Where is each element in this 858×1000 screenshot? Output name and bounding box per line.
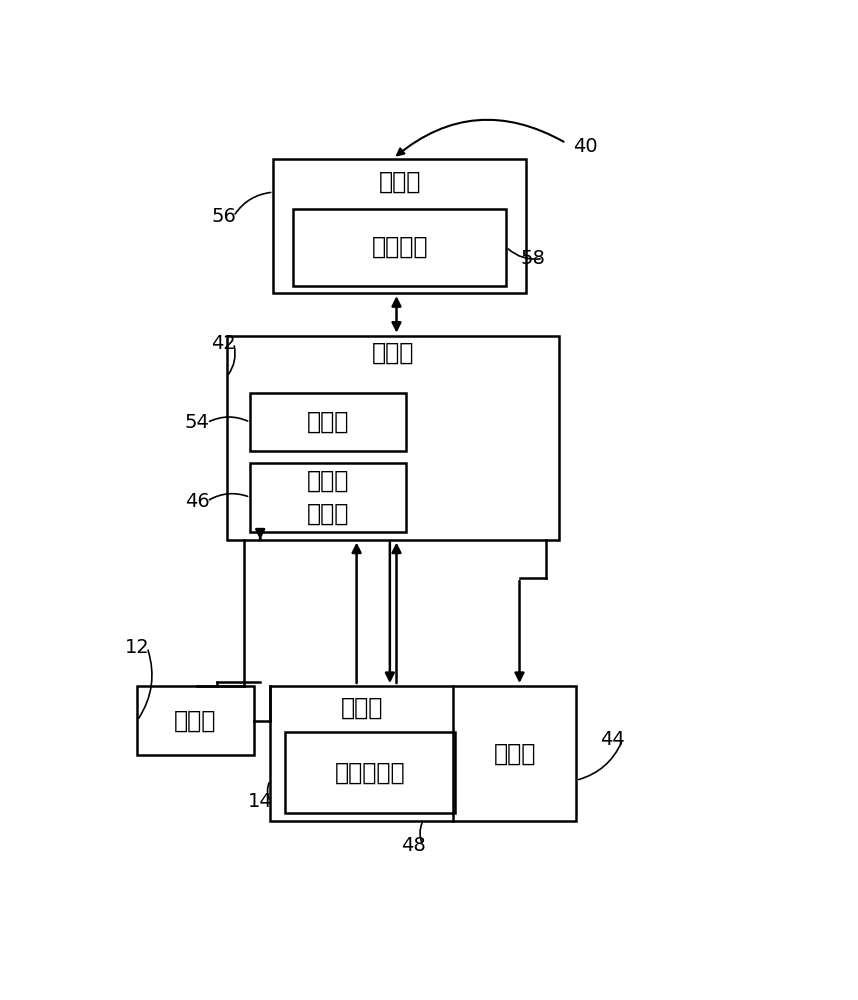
Bar [293, 209, 506, 286]
Text: 44: 44 [601, 730, 625, 749]
Text: 控制器: 控制器 [372, 341, 414, 365]
Text: 46: 46 [184, 492, 209, 511]
Text: 离合器: 离合器 [493, 741, 535, 765]
Text: 42: 42 [211, 334, 236, 353]
Text: 54: 54 [184, 413, 209, 432]
Text: 58: 58 [521, 249, 545, 268]
Bar [251, 393, 407, 451]
Text: 变速器: 变速器 [341, 696, 383, 720]
Text: 12: 12 [124, 638, 149, 657]
Text: 存储器: 存储器 [378, 170, 421, 194]
Text: 处理器: 处理器 [307, 410, 349, 434]
Text: 56: 56 [211, 207, 236, 226]
Text: 静液压单元: 静液压单元 [335, 761, 406, 785]
Text: 控制器: 控制器 [307, 502, 349, 526]
Text: 发动机: 发动机 [174, 709, 216, 733]
Text: 变速器: 变速器 [307, 468, 349, 492]
Bar [251, 463, 407, 532]
Text: 控制软件: 控制软件 [372, 235, 428, 259]
Bar [270, 686, 576, 821]
Text: 14: 14 [248, 792, 273, 811]
Bar [137, 686, 254, 755]
Bar [274, 158, 526, 293]
Text: 40: 40 [572, 137, 597, 156]
Bar [227, 336, 559, 540]
Bar [286, 732, 455, 813]
Text: 48: 48 [401, 836, 426, 855]
